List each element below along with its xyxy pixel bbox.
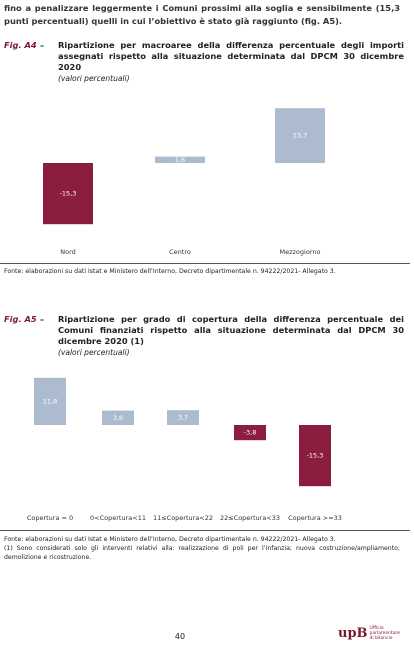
category-label: Copertura = 0 bbox=[27, 514, 73, 522]
bar bbox=[234, 425, 266, 441]
bar bbox=[155, 156, 205, 163]
category-label: Copertura >=33 bbox=[288, 514, 342, 522]
category-label: 22≤Copertura<33 bbox=[220, 514, 280, 522]
value-label: 11,8 bbox=[43, 397, 57, 405]
value-label: 1,6 bbox=[175, 156, 185, 164]
category-label: Nord bbox=[60, 248, 76, 256]
figure-subtitle: (valori percentuali) bbox=[58, 74, 130, 83]
title-text: Ripartizione per macroaree della differe… bbox=[58, 40, 404, 72]
source: Fonte: elaborazioni su dati Istat e Mini… bbox=[4, 268, 336, 275]
value-label: 13,7 bbox=[293, 132, 307, 140]
source-text: Fonte: elaborazioni su dati Istat e Mini… bbox=[4, 536, 336, 543]
source: Fonte: elaborazioni su dati Istat e Mini… bbox=[4, 535, 400, 562]
bar bbox=[167, 410, 199, 425]
figure-heading: Fig. A5 – Ripartizione per grado di cope… bbox=[4, 314, 404, 358]
logo: upB Ufficio parlamentare di bilancio bbox=[338, 626, 400, 641]
value-label: 3,7 bbox=[178, 414, 188, 422]
chart: 11,8 Copertura = 0 3,6 0<Copertura<11 3,7 11≤… bbox=[27, 377, 342, 522]
title-text: Ripartizione per grado di copertura dell… bbox=[58, 314, 404, 346]
figure-heading: Fig. A4 – Ripartizione per macroaree del… bbox=[4, 40, 404, 84]
value-label: -15,3 bbox=[307, 452, 324, 460]
bar bbox=[275, 108, 325, 163]
chart-frame: -15,3 Nord 1,6 Centro 13,7 Mezzogiorno bbox=[0, 85, 410, 264]
page-number: 40 bbox=[174, 632, 186, 641]
figure-subtitle: (valori percentuali) bbox=[58, 348, 130, 357]
figure-dash: – bbox=[40, 40, 45, 50]
category-label: Centro bbox=[169, 248, 191, 256]
category-label: Mezzogiorno bbox=[280, 248, 321, 256]
category-label: 0<Copertura<11 bbox=[90, 514, 146, 522]
intro-text: fino a penalizzare leggermente i Comuni … bbox=[4, 3, 400, 26]
category-label: 11≤Copertura<22 bbox=[153, 514, 213, 522]
bar bbox=[43, 163, 93, 225]
bar bbox=[34, 377, 66, 425]
figure-title: Ripartizione per grado di copertura dell… bbox=[58, 314, 404, 358]
logo-mark: upB bbox=[338, 626, 368, 641]
bar bbox=[102, 410, 134, 425]
value-label: -3,8 bbox=[244, 429, 257, 437]
logo-text: Ufficio parlamentare di bilancio bbox=[369, 626, 401, 641]
bar bbox=[299, 425, 331, 487]
figure-label: Fig. A5 bbox=[4, 314, 37, 324]
value-label: 3,6 bbox=[113, 414, 123, 422]
value-label: -15,3 bbox=[60, 190, 77, 198]
figure-dash: – bbox=[40, 314, 45, 324]
figure-title: Ripartizione per macroaree della differe… bbox=[58, 40, 404, 84]
note-text: (1) Sono considerati solo gli interventi… bbox=[4, 545, 400, 561]
figure-label: Fig. A4 bbox=[4, 40, 37, 50]
chart-frame: 11,8 Copertura = 0 3,6 0<Copertura<11 3,7 11≤… bbox=[0, 355, 410, 531]
chart: -15,3 Nord 1,6 Centro 13,7 Mezzogiorno bbox=[43, 108, 325, 256]
